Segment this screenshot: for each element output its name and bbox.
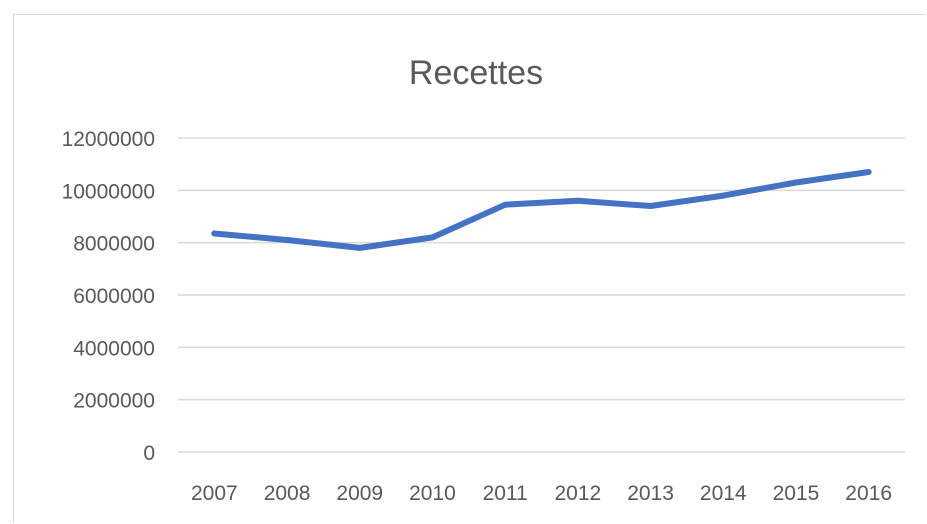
x-tick-label: 2013 (627, 482, 674, 505)
data-point (284, 237, 291, 244)
y-tick-label: 0 (143, 442, 155, 465)
series-layer (211, 169, 872, 251)
data-point (502, 201, 509, 208)
data-point (429, 234, 436, 241)
grid-lines (178, 137, 905, 453)
x-tick-label: 2012 (554, 482, 601, 505)
y-tick-label: 10000000 (62, 180, 155, 203)
x-tick-label: 2007 (191, 482, 238, 505)
series-line (211, 169, 872, 251)
y-tick-label: 12000000 (62, 128, 155, 151)
y-tick-label: 8000000 (73, 233, 155, 256)
x-tick-label: 2015 (773, 482, 820, 505)
chart-title: Recettes (409, 54, 543, 92)
data-point (647, 203, 654, 210)
y-tick-label: 6000000 (73, 285, 155, 308)
y-axis-ticks: 0 2000000 4000000 6000000 8000000 10000000 120… (62, 128, 155, 465)
data-point (574, 197, 581, 204)
data-point (865, 169, 872, 176)
x-tick-label: 2008 (264, 482, 311, 505)
x-tick-label: 2010 (409, 482, 456, 505)
data-point (356, 244, 363, 251)
y-tick-label: 2000000 (73, 390, 155, 413)
x-tick-label: 2016 (845, 482, 892, 505)
x-tick-label: 2011 (483, 482, 528, 505)
x-tick-label: 2009 (336, 482, 383, 505)
data-point (211, 230, 218, 237)
y-tick-label: 4000000 (73, 337, 155, 360)
data-point (720, 192, 727, 199)
data-point (792, 179, 799, 186)
x-tick-label: 2014 (700, 482, 747, 505)
chart-frame (13, 14, 926, 523)
x-axis-ticks: 2007 2008 2009 2010 2011 2012 2013 2014 2015 2016 (191, 482, 892, 505)
